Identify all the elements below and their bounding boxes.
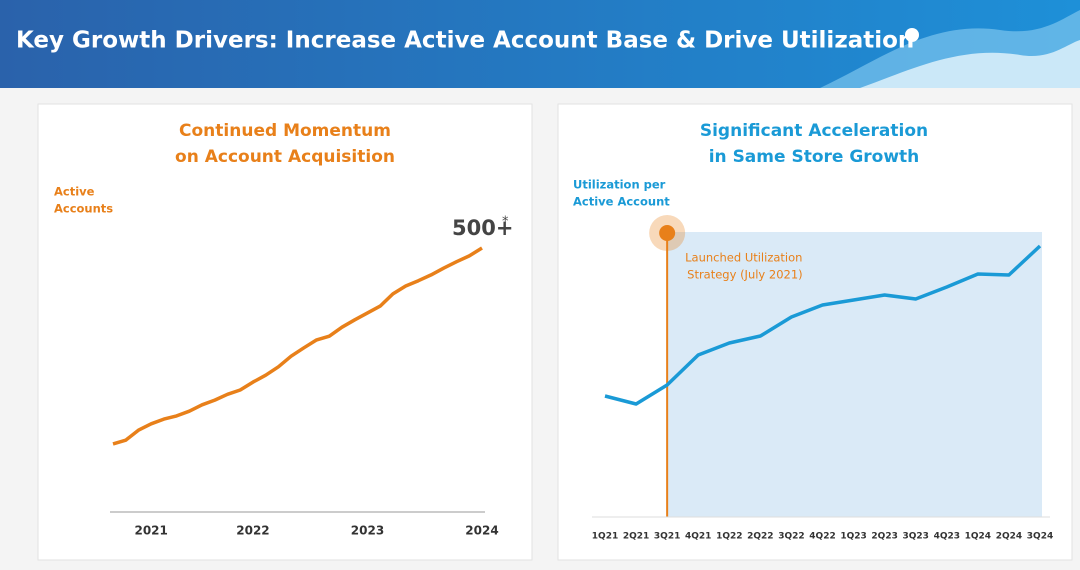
- x-tick-label: 2Q24: [996, 532, 1022, 542]
- annotation: Strategy (July 2021): [687, 268, 803, 282]
- x-tick-label: 1Q23: [840, 532, 866, 542]
- x-tick-label: 2021: [134, 524, 167, 538]
- x-tick-label: 4Q22: [809, 532, 835, 542]
- x-tick-label: 2022: [236, 524, 269, 538]
- data-line: [604, 244, 1042, 406]
- x-tick-label: 2024: [465, 524, 498, 538]
- chart-title: in Same Store Growth: [709, 147, 920, 167]
- y-axis-label: Active Account: [573, 195, 670, 209]
- y-axis-label: Active: [54, 185, 95, 199]
- x-tick-label: 1Q22: [716, 532, 742, 542]
- x-tick-label: 1Q24: [965, 532, 991, 542]
- x-tick-label: 4Q21: [685, 532, 711, 542]
- chart-title: Continued Momentum: [179, 121, 391, 141]
- end-label: 500+: [452, 216, 513, 240]
- x-tick-label: 4Q23: [934, 532, 960, 542]
- chart-title: Significant Acceleration: [700, 121, 928, 141]
- x-tick-label: 2023: [351, 524, 384, 538]
- x-tick-label: 1Q21: [592, 532, 618, 542]
- y-axis-label: Accounts: [54, 202, 113, 216]
- x-tick-label: 3Q22: [778, 532, 804, 542]
- x-tick-label: 2Q22: [747, 532, 773, 542]
- event-marker: [659, 225, 676, 241]
- y-axis-label: Utilization per: [573, 178, 666, 192]
- x-tick-label: 2Q21: [623, 532, 649, 542]
- highlight-region: [667, 232, 1042, 517]
- card: [37, 103, 533, 561]
- header-wave: [860, 40, 1080, 88]
- x-tick-label: 2Q23: [871, 532, 897, 542]
- chart-title: on Account Acquisition: [175, 147, 395, 167]
- page-title: Key Growth Drivers: Increase Active Acco…: [16, 28, 914, 54]
- end-label-note: *: [502, 215, 509, 230]
- x-tick-label: 3Q21: [654, 532, 680, 542]
- data-line: [112, 246, 483, 446]
- annotation: Launched Utilization: [685, 251, 802, 265]
- x-tick-label: 3Q24: [1027, 532, 1053, 542]
- header-dot: [905, 28, 919, 42]
- x-tick-label: 3Q23: [902, 532, 928, 542]
